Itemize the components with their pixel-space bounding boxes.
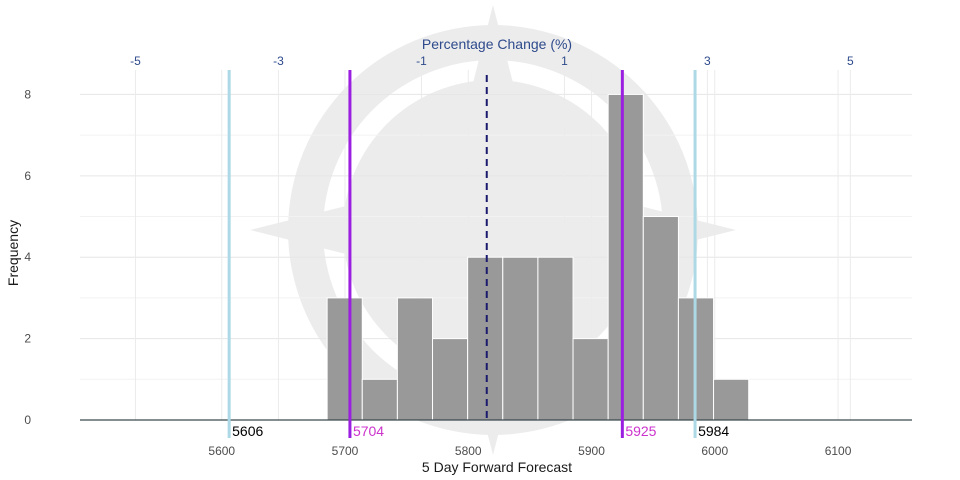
secondary-x-tick-label: -5: [130, 54, 141, 68]
histogram-bar: [432, 338, 469, 421]
x-axis-title: 5 Day Forward Forecast: [422, 459, 572, 475]
histogram-bar: [502, 256, 539, 421]
y-axis-title: Frequency: [5, 220, 21, 286]
reference-line-label: 5704: [353, 423, 384, 439]
histogram-bar: [396, 297, 434, 421]
secondary-x-tick-label: -3: [273, 54, 284, 68]
reference-line-label: 5925: [625, 423, 656, 439]
histogram-bar: [713, 378, 750, 421]
x-tick-label: 5800: [455, 444, 482, 458]
secondary-x-axis-ticks: -5 -3 -1 1 3 5: [130, 54, 854, 68]
x-tick-label: 5600: [208, 444, 235, 458]
reference-lines: 5606 5704 5925 5984: [227, 70, 729, 439]
histogram-bar: [537, 256, 574, 421]
histogram-bar: [607, 93, 644, 421]
y-tick-label: 0: [24, 413, 31, 427]
x-tick-label: 5900: [578, 444, 605, 458]
x-axis-ticks: 5600 5700 5800 5900 6000 6100: [208, 444, 851, 458]
histogram-bar: [326, 297, 363, 421]
histogram-bar: [572, 338, 609, 421]
secondary-x-tick-label: 3: [704, 54, 711, 68]
histogram-bar: [467, 256, 504, 421]
histogram-bar: [642, 216, 679, 421]
y-tick-label: 4: [24, 250, 31, 264]
secondary-x-tick-label: 5: [847, 54, 854, 68]
x-tick-label: 6000: [701, 444, 728, 458]
secondary-x-tick-label: 1: [561, 54, 568, 68]
x-tick-label: 6100: [825, 444, 852, 458]
x-tick-label: 5700: [332, 444, 359, 458]
y-tick-label: 8: [24, 87, 31, 101]
secondary-x-axis-title: Percentage Change (%): [422, 36, 572, 52]
histogram-bar: [361, 378, 398, 421]
y-tick-label: 2: [24, 332, 31, 346]
reference-line-label: 5606: [232, 423, 263, 439]
y-axis-ticks: 0 2 4 6 8: [24, 87, 31, 427]
secondary-x-tick-label: -1: [416, 54, 427, 68]
reference-line-label: 5984: [698, 423, 729, 439]
y-tick-label: 6: [24, 169, 31, 183]
